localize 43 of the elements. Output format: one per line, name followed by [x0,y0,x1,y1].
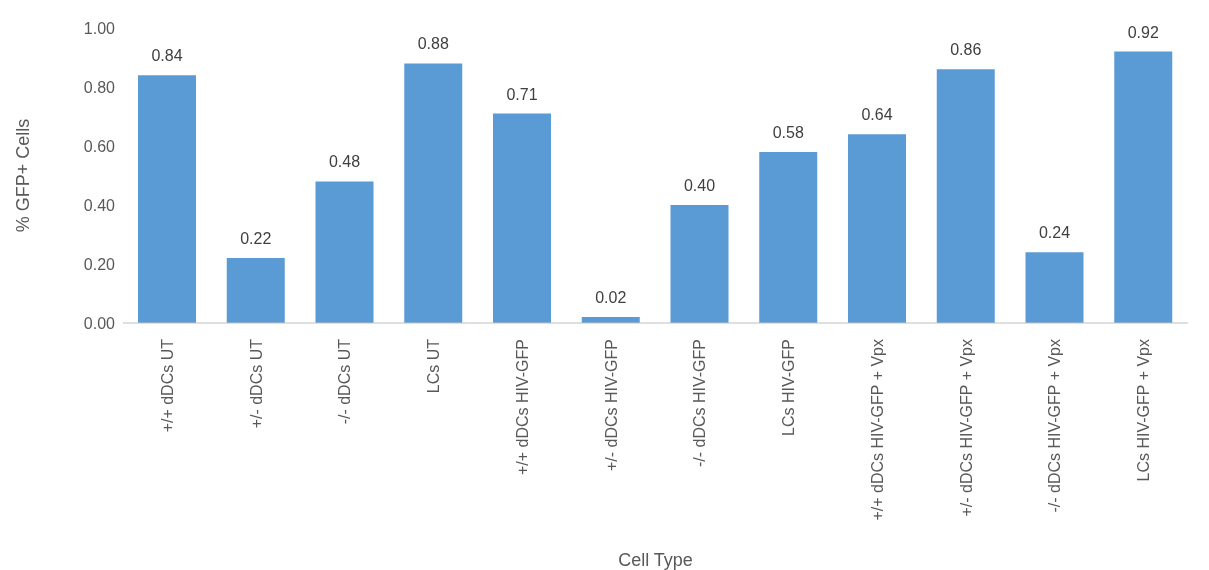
data-label: 0.22 [240,230,272,248]
x-axis-title: Cell Type [618,550,693,570]
x-tick-label: LCs HIV-GFP + Vpx [1135,339,1153,482]
data-label: 0.64 [861,106,893,124]
y-tick-label: 1.00 [83,19,116,37]
y-tick-label: 0.80 [83,78,116,96]
data-label: 0.58 [772,123,804,141]
x-tick-label: -/- dDCs UT [336,338,354,425]
data-label: 0.86 [950,41,982,59]
data-label: 0.40 [683,177,716,194]
bar [936,69,995,323]
x-tick-label: +/- dDCs HIV-GFP + Vpx [957,339,975,517]
x-tick-label: +/+ dDCs HIV-GFP [513,339,531,476]
x-tick-label: +/+ dDCs UT [158,338,176,433]
y-tick-label: 0.00 [83,314,116,332]
bar [759,151,818,323]
bar [1025,252,1084,323]
y-tick-label: 0.60 [83,137,116,155]
y-tick-label: 0.20 [83,255,116,273]
data-label: 0.48 [328,153,361,171]
x-tick-label: -/- dDCs HIV-GFP + Vpx [1046,339,1064,513]
bar [493,113,551,323]
bar [1114,51,1173,323]
bar [226,258,285,323]
data-label: 0.24 [1038,224,1071,242]
x-tick-label: -/- dDCs HIV-GFP [691,339,709,468]
x-tick-label: LCs UT [425,338,443,394]
bar [670,205,729,323]
data-label: 0.88 [417,35,449,53]
x-tick-label: +/- dDCs HIV-GFP [602,339,620,472]
bar [315,181,374,323]
y-tick-label: 0.40 [83,196,116,214]
y-axis-title: % GFP+ Cells [13,118,34,233]
data-label: 0.71 [506,85,538,103]
x-tick-label: +/- dDCs UT [247,338,265,429]
data-label: 0.92 [1127,23,1159,41]
x-tick-label: +/+ dDCs HIV-GFP + Vpx [868,339,886,521]
bar [848,134,906,323]
data-label: 0.02 [595,289,627,307]
bar [138,75,196,323]
x-tick-label: LCs HIV-GFP [780,339,798,436]
data-label: 0.84 [151,47,183,65]
bar [404,63,463,323]
